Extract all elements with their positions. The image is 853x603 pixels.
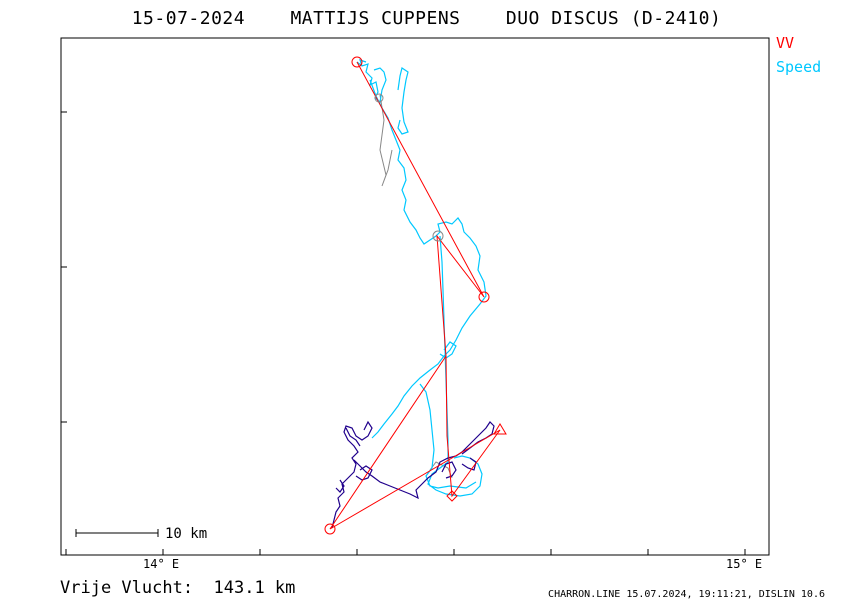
distance-summary: Vrije Vlucht: 143.1 km: [60, 578, 296, 598]
turnpoint-marker: [351, 56, 363, 68]
x-tick-label-15e: 15° E: [726, 557, 763, 571]
task-line: [329, 61, 501, 530]
x-tick-label-14e: 14° E: [143, 557, 180, 571]
waypoint-marker: [374, 93, 384, 103]
glider-name: DUO DISCUS (D-2410): [505, 8, 722, 29]
finish-diamond: [446, 490, 458, 502]
y-ticks: [61, 111, 67, 423]
scale-bar-label: 10 km: [165, 526, 208, 542]
chart-title: 15-07-2024 MATTIJS CUPPENS DUO DISCUS (D…: [0, 8, 853, 29]
start-triangle: [493, 423, 507, 435]
waypoint-circles: [374, 93, 444, 242]
turnpoint-marker: [324, 523, 336, 535]
speed-track: [356, 59, 487, 497]
legend-speed: Speed: [776, 58, 822, 76]
navy-track: [331, 420, 495, 529]
legend-vv: VV: [776, 34, 795, 52]
waypoint-marker: [432, 230, 444, 242]
scale-bar: [75, 529, 159, 537]
x-ticks: [65, 549, 746, 555]
flight-date: 15-07-2024: [131, 8, 246, 29]
turnpoint-marker: [478, 291, 490, 303]
turnpoints: [324, 56, 507, 535]
map-frame: [60, 37, 770, 556]
pilot-name: MATTIJS CUPPENS: [290, 8, 461, 29]
footer-credit: CHARRON.LINE 15.07.2024, 19:11:21, DISLI…: [548, 589, 825, 600]
